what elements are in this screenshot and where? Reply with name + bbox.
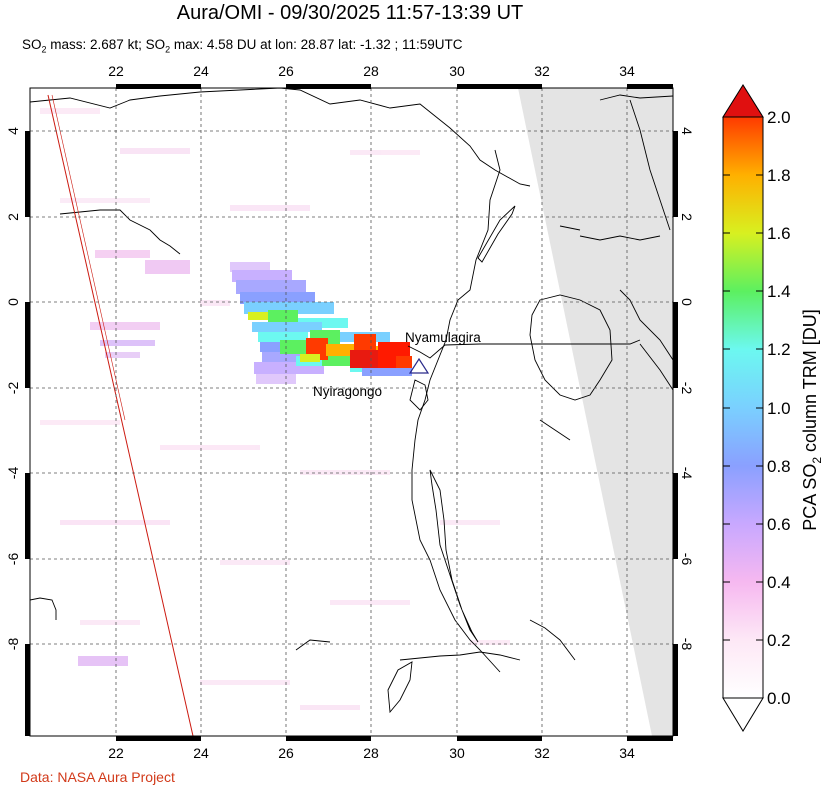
subtitle-part-3: max: 4.58 DU at lon: 28.87 lat: -1.32 ; … bbox=[170, 37, 463, 52]
lat-tick-right: -8 bbox=[679, 638, 695, 651]
colorbar-tick: 1.8 bbox=[767, 166, 791, 185]
colorbar-label-sub: 2 bbox=[810, 457, 823, 464]
colorbar-tick: 1.4 bbox=[767, 282, 791, 301]
colorbar-tick: 0.8 bbox=[767, 457, 791, 476]
subtitle-sub-2: 2 bbox=[165, 44, 171, 55]
lat-tick-right: 0 bbox=[679, 298, 695, 306]
map-title: Aura/OMI - 09/30/2025 11:57-13:39 UT bbox=[176, 2, 524, 24]
lat-tick-left: 4 bbox=[5, 127, 21, 135]
volcano-marker-icon bbox=[408, 357, 430, 374]
lon-tick-bottom: 32 bbox=[534, 745, 550, 761]
map-subtitle: SO2 mass: 2.687 kt; SO2 max: 4.58 DU at … bbox=[22, 37, 463, 55]
lat-tick-left: -8 bbox=[5, 638, 21, 651]
lon-tick-top: 30 bbox=[449, 63, 465, 79]
volcano-label-nyiragongo: Nyiragongo bbox=[313, 384, 382, 399]
colorbar-label-part-1: PCA SO bbox=[800, 464, 820, 531]
lon-tick-bottom: 24 bbox=[193, 745, 209, 761]
colorbar-tick: 1.0 bbox=[767, 399, 791, 418]
colorbar: 0.0 0.2 0.4 0.6 0.8 1.0 1.2 1.4 1.6 1.8 … bbox=[722, 84, 823, 732]
graticule bbox=[30, 88, 673, 736]
lat-tick-right: -4 bbox=[679, 467, 695, 480]
no-data-region bbox=[518, 88, 673, 736]
lon-ticks-bottom: 22 24 26 28 30 32 34 bbox=[108, 745, 635, 761]
subtitle-part-2: mass: 2.687 kt; SO bbox=[46, 37, 166, 52]
colorbar-tick: 0.0 bbox=[767, 689, 791, 708]
subtitle-part-1: SO bbox=[22, 37, 42, 52]
lat-tick-right: -2 bbox=[679, 382, 695, 395]
lat-tick-left: -6 bbox=[5, 553, 21, 566]
lon-tick-bottom: 22 bbox=[108, 745, 124, 761]
lon-tick-top: 32 bbox=[534, 63, 550, 79]
colorbar-tick: 1.6 bbox=[767, 224, 791, 243]
colorbar-label: PCA SO2 column TRM [DU] bbox=[800, 309, 823, 530]
swath-edge-line bbox=[47, 94, 194, 736]
colorbar-max-arrow bbox=[722, 84, 764, 118]
subtitle-sub-1: 2 bbox=[41, 44, 47, 55]
background-noise bbox=[40, 108, 510, 710]
lon-tick-top: 26 bbox=[278, 63, 294, 79]
lat-tick-right: 4 bbox=[679, 127, 695, 135]
lat-tick-left: -4 bbox=[5, 467, 21, 480]
colorbar-tick: 0.2 bbox=[767, 631, 791, 650]
lon-tick-bottom: 34 bbox=[619, 745, 635, 761]
colorbar-tick: 0.6 bbox=[767, 515, 791, 534]
lat-tick-left: -2 bbox=[5, 382, 21, 395]
lon-ticks-top: 22 24 26 28 30 32 34 bbox=[108, 63, 635, 79]
coastlines-borders bbox=[30, 88, 673, 714]
lon-tick-top: 24 bbox=[193, 63, 209, 79]
data-credit: Data: NASA Aura Project bbox=[20, 769, 175, 785]
colorbar-tick: 2.0 bbox=[767, 108, 791, 127]
colorbar-tick: 0.4 bbox=[767, 573, 791, 592]
lat-ticks-right: 4 2 0 -2 -4 -6 -8 bbox=[679, 127, 695, 650]
lon-tick-bottom: 26 bbox=[278, 745, 294, 761]
lat-ticks-left: 4 2 0 -2 -4 -6 -8 bbox=[5, 127, 21, 650]
lat-tick-left: 2 bbox=[5, 213, 21, 221]
lat-tick-left: 0 bbox=[5, 298, 21, 306]
frame-checker bbox=[25, 84, 678, 741]
so2-plume bbox=[230, 262, 412, 384]
lat-tick-right: 2 bbox=[679, 213, 695, 221]
volcano-label-nyamulagira: Nyamulagira bbox=[405, 330, 481, 345]
swath-edge-line-2 bbox=[51, 94, 126, 421]
colorbar-tick: 1.2 bbox=[767, 340, 791, 359]
lon-tick-top: 34 bbox=[619, 63, 635, 79]
lon-tick-top: 28 bbox=[363, 63, 379, 79]
lat-tick-right: -6 bbox=[679, 553, 695, 566]
lon-tick-bottom: 30 bbox=[449, 745, 465, 761]
lon-tick-top: 22 bbox=[108, 63, 124, 79]
colorbar-min-arrow bbox=[722, 697, 764, 732]
colorbar-label-part-2: column TRM [DU] bbox=[800, 309, 820, 457]
lon-tick-bottom: 28 bbox=[363, 745, 379, 761]
